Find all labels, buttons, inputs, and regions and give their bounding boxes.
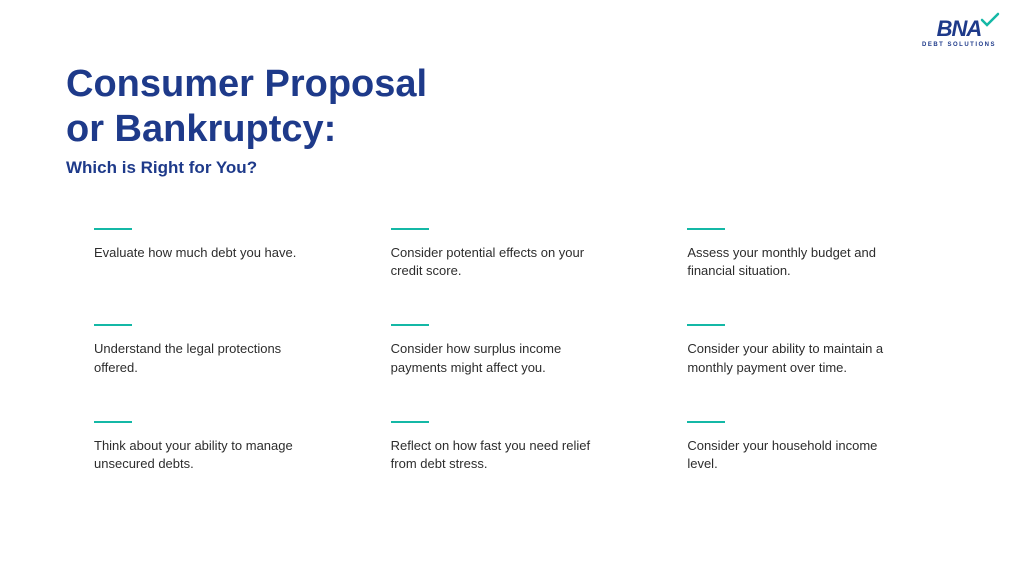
item-text: Assess your monthly budget and financial… xyxy=(687,244,897,280)
grid-item: Consider potential effects on your credi… xyxy=(391,228,640,280)
divider-accent xyxy=(94,421,132,423)
grid-item: Think about your ability to manage unsec… xyxy=(94,421,343,473)
logo-text: BNA xyxy=(937,16,982,41)
item-text: Consider how surplus income payments mig… xyxy=(391,340,601,376)
item-text: Consider your household income level. xyxy=(687,437,897,473)
subtitle: Which is Right for You? xyxy=(66,158,427,178)
grid-item: Reflect on how fast you need relief from… xyxy=(391,421,640,473)
divider-accent xyxy=(687,421,725,423)
considerations-grid: Evaluate how much debt you have. Conside… xyxy=(94,228,936,473)
header: Consumer Proposal or Bankruptcy: Which i… xyxy=(66,62,427,178)
item-text: Think about your ability to manage unsec… xyxy=(94,437,304,473)
grid-item: Understand the legal protections offered… xyxy=(94,324,343,376)
item-text: Understand the legal protections offered… xyxy=(94,340,304,376)
divider-accent xyxy=(94,324,132,326)
logo-main-text: BNA xyxy=(922,18,996,40)
divider-accent xyxy=(94,228,132,230)
grid-item: Consider your household income level. xyxy=(687,421,936,473)
item-text: Evaluate how much debt you have. xyxy=(94,244,304,262)
divider-accent xyxy=(391,324,429,326)
grid-item: Consider your ability to maintain a mont… xyxy=(687,324,936,376)
title-line-2: or Bankruptcy: xyxy=(66,107,427,152)
logo: BNA DEBT SOLUTIONS xyxy=(922,18,996,48)
divider-accent xyxy=(391,421,429,423)
title-line-1: Consumer Proposal xyxy=(66,62,427,107)
grid-item: Assess your monthly budget and financial… xyxy=(687,228,936,280)
divider-accent xyxy=(687,324,725,326)
divider-accent xyxy=(687,228,725,230)
item-text: Reflect on how fast you need relief from… xyxy=(391,437,601,473)
divider-accent xyxy=(391,228,429,230)
item-text: Consider potential effects on your credi… xyxy=(391,244,601,280)
checkmark-icon xyxy=(980,12,1000,28)
item-text: Consider your ability to maintain a mont… xyxy=(687,340,897,376)
grid-item: Consider how surplus income payments mig… xyxy=(391,324,640,376)
logo-sub-text: DEBT SOLUTIONS xyxy=(922,42,996,48)
grid-item: Evaluate how much debt you have. xyxy=(94,228,343,280)
